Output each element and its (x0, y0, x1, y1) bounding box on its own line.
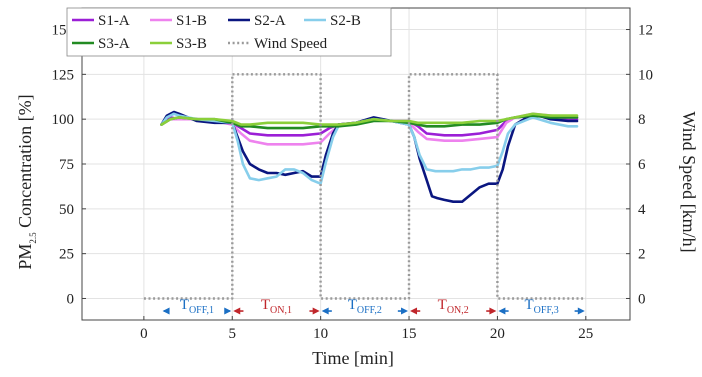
legend-box (66, 7, 392, 57)
phase-arrow-head-left (498, 307, 506, 315)
legend-label-s2-b: S2-B (330, 13, 361, 29)
y-left-tick-label: 25 (59, 247, 74, 263)
phase-arrow-head-left (410, 307, 418, 315)
phase-label-main: T (348, 297, 357, 313)
y-left-label-main: PM (15, 244, 35, 270)
y-left-tick-label: 125 (52, 67, 75, 83)
y-right-tick-label: 12 (638, 23, 653, 39)
series-line-s3-b (160, 112, 579, 126)
y-left-label-sub: 2.5 (28, 232, 38, 244)
phase-label-sub: OFF,2 (357, 305, 382, 316)
y-axis-left-label: PM2.5 Concentration [%] (15, 94, 38, 269)
phase-arrow-head-left (321, 307, 329, 315)
y-right-tick-label: 6 (638, 157, 646, 173)
phase-label-5: TOFF,3 (525, 297, 559, 316)
phase-label-1: TOFF,1 (180, 297, 214, 316)
legend-label-s3-b: S3-B (176, 36, 207, 52)
phase-arrow-head-left (233, 307, 241, 315)
y-left-tick-label: 75 (59, 157, 74, 173)
legend-label-s1-a: S1-A (98, 13, 130, 29)
y-left-label-rest: Concentration [%] (15, 94, 35, 232)
phase-label-4: TON,2 (438, 297, 469, 316)
y-right-tick-label: 10 (638, 67, 653, 83)
phase-label-main: T (261, 297, 270, 313)
phase-label-sub: ON,2 (447, 305, 469, 316)
phase-arrow-head-right (224, 307, 232, 315)
y-right-tick-label: 8 (638, 112, 646, 128)
x-tick-label: 0 (140, 326, 148, 342)
series-line-wind-speed (143, 73, 586, 300)
x-tick-label: 15 (402, 326, 417, 342)
phase-label-3: TOFF,2 (348, 297, 382, 316)
legend: S1-A S1-B S2-A S2-B S3-A S3-B Wind Speed (66, 7, 392, 57)
x-tick-label: 20 (490, 326, 505, 342)
y-left-tick-label: 50 (59, 202, 74, 218)
legend-label-s3-a: S3-A (98, 36, 130, 52)
phase-label-main: T (525, 297, 534, 313)
x-tick-label: 25 (578, 326, 593, 342)
y-right-tick-label: 2 (638, 247, 646, 263)
phase-arrow-head-right (401, 307, 409, 315)
phase-label-sub: ON,1 (270, 305, 292, 316)
phase-label-sub: OFF,1 (189, 305, 214, 316)
series-line-s2-b (160, 112, 579, 185)
phase-label-main: T (438, 297, 447, 313)
phase-arrow-head-right (489, 307, 497, 315)
series-lines (143, 73, 586, 300)
phase-arrow-head-left (162, 307, 170, 315)
legend-label-wind-speed: Wind Speed (254, 36, 328, 52)
x-tick-label: 10 (313, 326, 328, 342)
y-left-tick-label: 0 (67, 291, 75, 307)
phase-label-2: TON,1 (261, 297, 292, 316)
y-left-tick-label: 100 (52, 112, 75, 128)
legend-label-s2-a: S2-A (254, 13, 286, 29)
legend-label-s1-b: S1-B (176, 13, 207, 29)
phase-label-sub: OFF,3 (534, 305, 559, 316)
y-right-tick-label: 0 (638, 291, 646, 307)
phase-label-main: T (180, 297, 189, 313)
phase-annotations: TOFF,1 TON,1 TOFF,2 TON,2 TOFF,3 (162, 297, 585, 316)
phase-arrow-head-right (312, 307, 320, 315)
phase-arrow-head-right (577, 307, 585, 315)
y-axis-right-label: Wind Speed [km/h] (679, 111, 699, 252)
x-tick-label: 5 (229, 326, 237, 342)
x-axis-label: Time [min] (312, 348, 394, 368)
y-right-tick-label: 4 (638, 202, 646, 218)
